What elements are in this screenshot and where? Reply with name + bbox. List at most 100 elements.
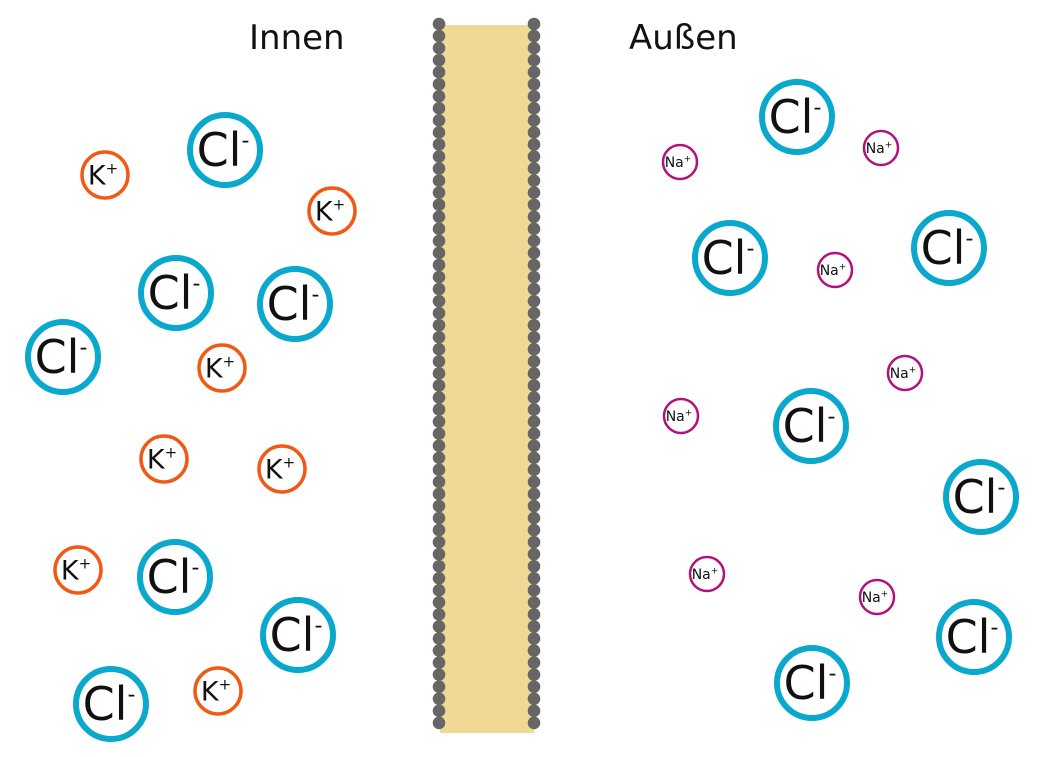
lipid-head	[527, 222, 541, 236]
lipid-head	[432, 403, 446, 416]
sodium-ion: Na+	[661, 143, 699, 181]
lipid-head	[527, 644, 541, 657]
lipid-head	[432, 174, 446, 187]
lipid-head	[432, 463, 446, 477]
chloride-ion: Cl-	[759, 79, 835, 155]
chloride-ion-circle	[137, 539, 213, 615]
chloride-ion-circle	[138, 255, 214, 331]
chloride-ion-label: Cl-	[35, 330, 88, 384]
lipid-head	[527, 150, 541, 163]
lipid-head	[432, 355, 446, 368]
lipid-head	[432, 17, 446, 31]
lipid-head	[527, 246, 541, 260]
lipid-head	[527, 306, 541, 320]
lipid-head	[432, 258, 446, 272]
potassium-ion: K+	[307, 186, 357, 236]
lipid-head	[432, 186, 446, 199]
lipid-head	[527, 632, 541, 645]
lipid-head	[432, 270, 446, 284]
lipid-head	[432, 41, 446, 55]
potassium-ion: K+	[257, 444, 307, 494]
lipid-head	[432, 114, 446, 127]
chloride-ion-circle	[759, 79, 835, 155]
lipid-head	[527, 620, 541, 633]
sodium-ion-circle	[862, 129, 900, 167]
lipid-head	[527, 451, 541, 465]
lipid-head	[432, 198, 446, 212]
sodium-ion-circle	[662, 397, 700, 435]
lipid-head	[432, 343, 446, 356]
sodium-ion-label: Na+	[862, 589, 889, 606]
sodium-ion-circle	[886, 354, 924, 392]
lipid-head	[527, 704, 541, 718]
chloride-ion-circle	[936, 599, 1012, 675]
sodium-ion-circle	[816, 251, 854, 289]
potassium-ion-label: K+	[265, 454, 295, 486]
chloride-ion: Cl-	[257, 266, 333, 342]
lipid-head	[432, 427, 446, 441]
lipid-head	[432, 692, 446, 706]
potassium-ion-circle	[139, 434, 189, 484]
potassium-ion-circle	[307, 186, 357, 236]
chloride-ion-label: Cl-	[784, 656, 837, 710]
chloride-ion-label: Cl-	[270, 608, 323, 662]
chloride-ion-label: Cl-	[267, 277, 320, 331]
lipid-head	[432, 77, 446, 91]
lipid-head	[527, 17, 541, 31]
lipid-head	[527, 258, 541, 272]
lipid-head	[527, 439, 541, 453]
potassium-ion-label: K+	[201, 676, 231, 708]
lipid-head	[527, 415, 541, 428]
lipid-head	[527, 294, 541, 308]
sodium-ion-label: Na+	[692, 566, 719, 583]
inside-label: Innen	[249, 18, 345, 58]
outside-label: Außen	[629, 18, 738, 58]
lipid-head	[432, 306, 446, 320]
lipid-head	[432, 547, 446, 561]
lipid-head	[432, 451, 446, 465]
lipid-head	[432, 246, 446, 260]
lipid-head	[432, 102, 446, 115]
lipid-head	[432, 379, 446, 392]
potassium-ion-label: K+	[315, 196, 345, 228]
lipid-head	[527, 523, 541, 537]
lipid-head	[527, 102, 541, 115]
lipid-head	[527, 174, 541, 187]
lipid-head	[527, 126, 541, 139]
lipid-head	[432, 65, 446, 79]
lipid-head	[527, 270, 541, 284]
lipid-head	[432, 704, 446, 718]
lipid-head	[527, 680, 541, 694]
chloride-ion: Cl-	[936, 599, 1012, 675]
sodium-ion: Na+	[862, 129, 900, 167]
potassium-ion-circle	[193, 666, 243, 716]
sodium-ion-circle	[858, 578, 896, 616]
lipid-head	[432, 620, 446, 633]
sodium-ion-label: Na+	[666, 408, 693, 425]
chloride-ion-label: Cl-	[197, 123, 250, 177]
lipid-head	[527, 138, 541, 151]
lipid-head	[432, 487, 446, 501]
lipid-head	[527, 559, 541, 573]
sodium-ion-label: Na+	[665, 154, 692, 171]
chloride-ion-circle	[911, 210, 987, 286]
chloride-ion-label: Cl-	[783, 399, 836, 453]
lipid-head	[432, 608, 446, 621]
chloride-ion-circle	[73, 666, 149, 742]
chloride-ion-label: Cl-	[148, 266, 201, 320]
sodium-ion-label: Na+	[820, 262, 847, 279]
lipid-head	[432, 535, 446, 549]
lipid-head	[527, 65, 541, 79]
lipid-head	[527, 403, 541, 416]
chloride-ion: Cl-	[774, 645, 850, 721]
lipid-head	[432, 475, 446, 489]
lipid-head	[527, 234, 541, 248]
potassium-ion: K+	[80, 150, 130, 200]
lipid-head	[527, 475, 541, 489]
chloride-ion-label: Cl-	[921, 221, 974, 275]
lipid-head	[527, 355, 541, 368]
chloride-ion: Cl-	[138, 255, 214, 331]
lipid-head	[527, 318, 541, 332]
lipid-head	[527, 547, 541, 561]
lipid-head	[527, 487, 541, 501]
